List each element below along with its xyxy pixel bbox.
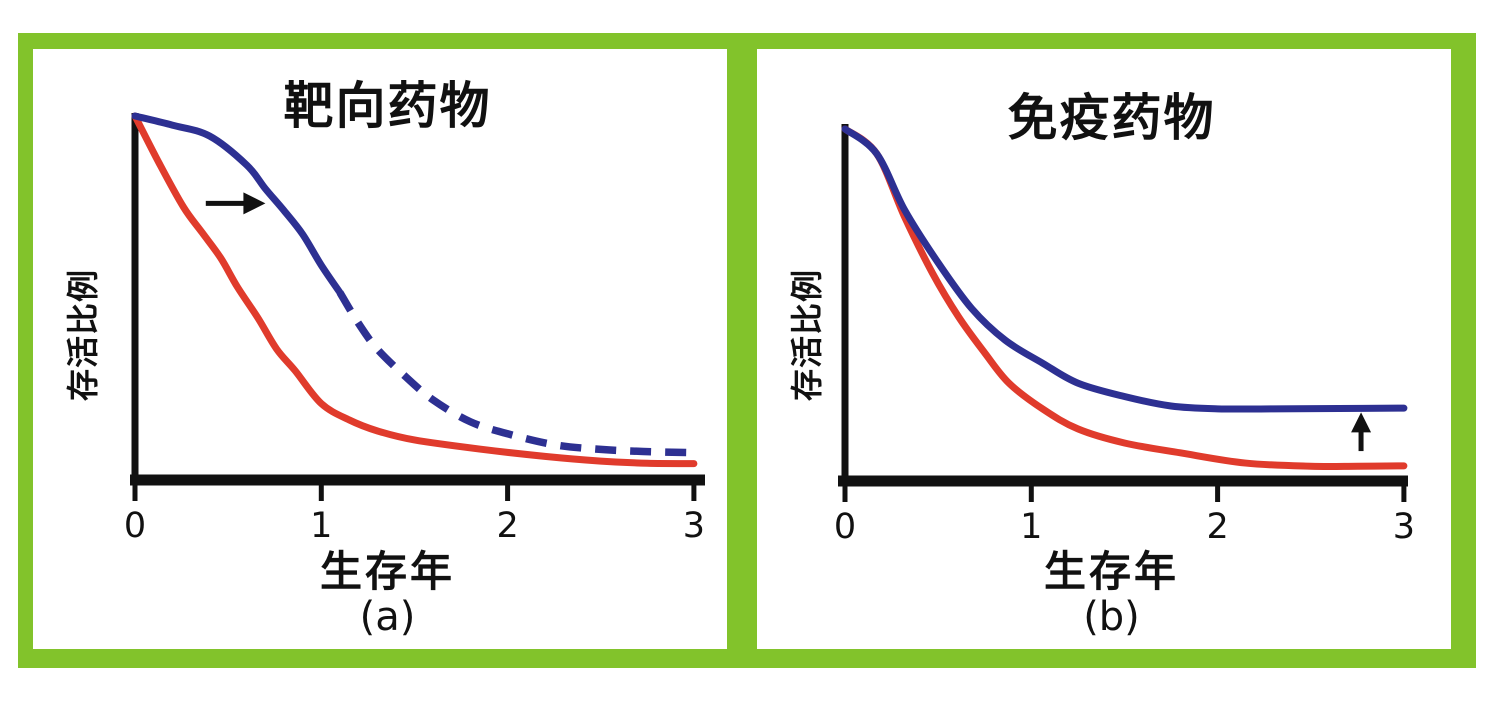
x-tick-label: 2 [1206,507,1228,547]
x-tick-label: 0 [834,507,856,547]
panel-a: 靶向药物 0 1 2 3 存活比例 生存年 (a) [33,49,727,649]
x-tick-label: 1 [310,506,332,546]
x-tick-label: 1 [1020,507,1042,547]
x-tick-label: 3 [1393,507,1415,547]
panel-a-x-axis-label: 生存年 [319,547,455,596]
red-curve-control [841,125,1408,470]
panel-b-caption: (b) [1083,594,1140,640]
panel-b-chart: 0 1 2 3 [834,124,1415,547]
x-tick-label: 3 [683,506,705,546]
panel-b: 免疫药物 0 1 2 3 存活比例 生存年 (b) [757,49,1451,649]
panel-b-title: 免疫药物 [1007,89,1216,147]
figure-frame: 靶向药物 0 1 2 3 存活比例 生存年 (a) 免疫药物 0 1 2 3 存活比例 生存… [18,33,1476,668]
panel-a-title: 靶向药物 [283,77,492,135]
panel-b-x-axis-label: 生存年 [1043,547,1179,596]
blue-curve-targeted-drug-dashed [336,290,694,457]
panel-b-y-axis-label: 存活比例 [788,268,826,402]
panel-a-y-axis-label: 存活比例 [64,268,102,402]
red-curve-control [131,112,698,468]
x-tick-label: 0 [124,506,146,546]
blue-curve-targeted-drug-solid [131,112,344,297]
panel-a-chart: 0 1 2 3 [124,112,705,546]
blue-curve-immunotherapy [841,125,1408,413]
up-arrow-head-icon [1351,412,1372,433]
right-arrow-head-icon [243,192,266,215]
x-tick-label: 2 [496,506,518,546]
panel-a-caption: (a) [359,594,416,640]
